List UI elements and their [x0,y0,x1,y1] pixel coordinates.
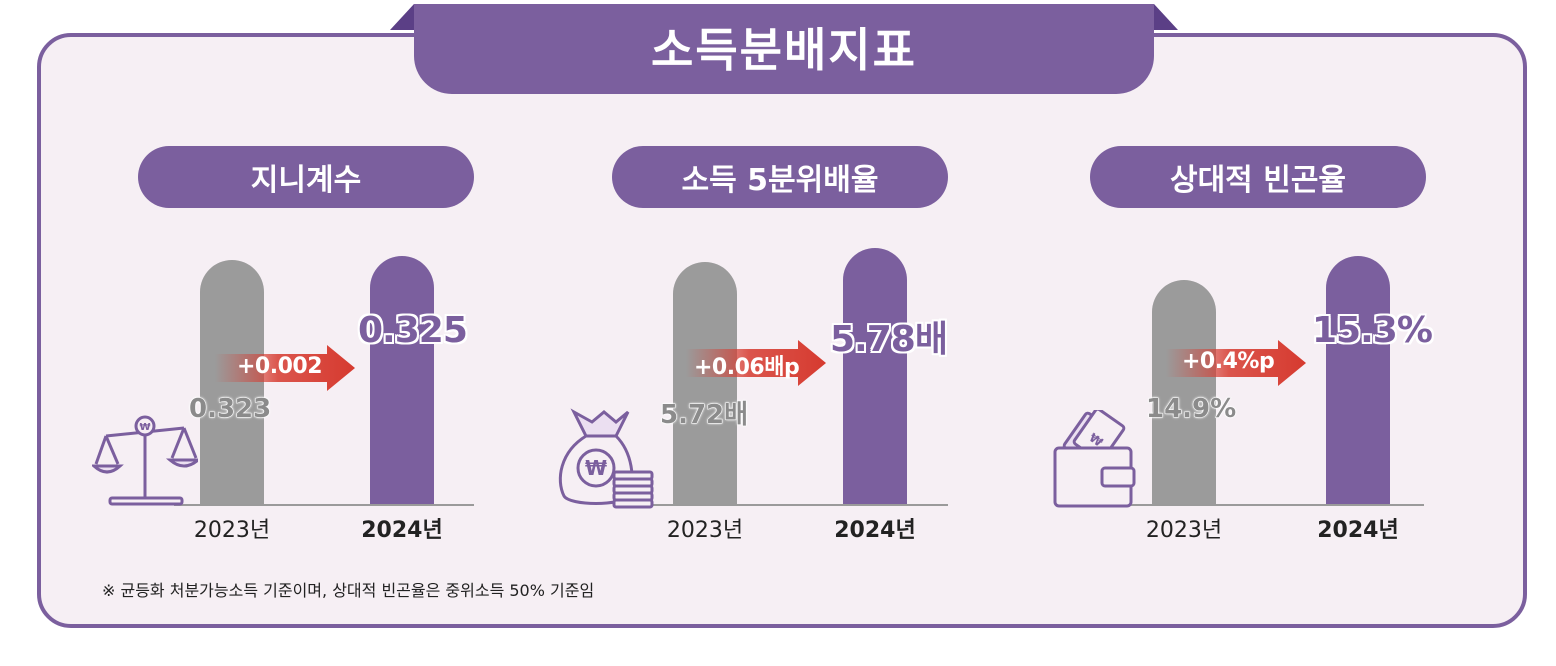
value-label-gini-2023: 0.323 [188,394,272,425]
change-label-quintile: +0.06배p [694,355,800,380]
x-tick-gini-2023: 2023년 [193,518,271,543]
change-arrow-poverty [1166,340,1306,386]
change-label-gini: +0.002 [237,354,323,379]
x-tick-quintile-2024: 2024년 [834,518,916,543]
x-tick-gini-2024: 2024년 [361,518,443,543]
x-tick-poverty-2024: 2024년 [1317,518,1399,543]
title-tab-ear-left [390,4,414,30]
scale-icon: ₩ [92,415,198,506]
baseline-poverty [1124,504,1424,506]
value-label-poverty-2023: 14.9% [1145,394,1237,425]
change-label-poverty: +0.4%p [1182,349,1275,374]
change-arrow-gini [215,345,355,391]
value-label-poverty-2024: 15.3% [1312,310,1433,351]
title-tab [414,4,1154,94]
change-arrow-quintile [686,340,826,386]
panel-title-gini: 지니계수 [138,146,474,208]
value-label-gini-2024: 0.325 [358,310,468,351]
value-label-quintile-2023: 5.72배 [659,400,749,431]
title-tab-ear-right [1154,4,1178,30]
svg-text:₩: ₩ [585,456,607,480]
baseline-quintile [646,504,948,506]
bar-poverty-2024 [1326,256,1390,504]
baseline-gini [174,504,474,506]
bar-quintile-2023 [673,261,737,504]
bar-gini-2024 [370,256,434,504]
infographic-frame [37,33,1527,628]
bar-poverty-2023 [1152,280,1216,504]
panel-title-poverty: 상대적 빈곤율 [1090,146,1426,208]
wallet-icon: ₩ [1053,410,1136,508]
value-label-quintile-2024: 5.78배 [830,319,948,360]
page-title: 소득분배지표 [651,23,917,77]
x-tick-poverty-2023: 2023년 [1145,518,1223,543]
panel-title-quintile: 소득 5분위배율 [612,146,948,208]
bar-quintile-2024 [843,248,907,504]
footnote: ※ 균등화 처분가능소득 기준이며, 상대적 빈곤율은 중위소득 50% 기준임 [102,581,595,600]
svg-text:₩: ₩ [139,422,150,433]
x-tick-quintile-2023: 2023년 [666,518,744,543]
money-bag-icon: ₩ [558,408,654,509]
